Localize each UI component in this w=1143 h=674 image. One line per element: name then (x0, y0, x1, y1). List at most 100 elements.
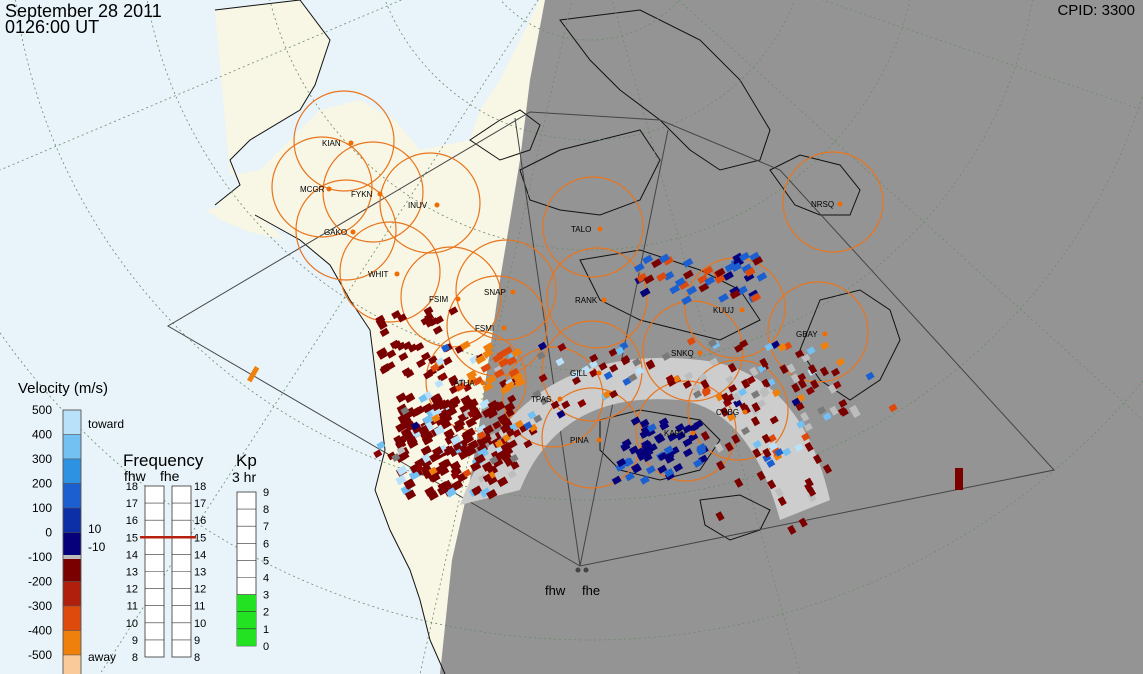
away-label: away (88, 650, 116, 664)
kp-tick: 9 (263, 487, 269, 499)
kp-fill (237, 594, 256, 646)
station-labels: KIAN MCGR FYKN INUV GAKO WHIT FSIM SNAP FSMI RANK… (300, 139, 843, 445)
station-dot-snap (510, 289, 516, 295)
frequency-bars: 18 18 17 17 16 16 15 15 14 14 13 13 12 12 11 11 10 10 9 9 8 8 (126, 481, 207, 664)
station-label-tpas: TPAS (531, 395, 551, 404)
station-dot-rank (601, 297, 607, 303)
frequency-tick-right: 10 (194, 618, 206, 630)
frequency-tick-left: 13 (126, 567, 138, 579)
frequency-tick-left: 8 (132, 652, 138, 664)
velocity-tick: 400 (32, 428, 52, 442)
frequency-tick-left: 9 (132, 635, 138, 647)
station-label-whit: WHIT (368, 270, 389, 279)
frequency-tick-left: 11 (127, 601, 138, 613)
velocity-tick: -500 (28, 648, 52, 662)
station-dot-kapu (690, 430, 696, 436)
station-label-inuv: INUV (408, 201, 428, 210)
frequency-radar-fhw: fhw (124, 468, 147, 484)
kp-tick: 4 (263, 573, 269, 585)
kp-tick: 6 (263, 538, 269, 550)
frequency-title: Frequency (123, 451, 204, 470)
station-dot-inuv (434, 202, 440, 208)
frequency-tick-right: 15 (194, 532, 206, 544)
kp-panel: Kp 3 hr 9 8 7 6 5 4 3 2 1 0 (232, 451, 269, 653)
velocity-tick: -100 (28, 550, 52, 564)
station-circle-snkq (642, 300, 744, 402)
station-label-nrsq: NRSQ (811, 200, 834, 209)
station-label-snkq: SNKQ (671, 349, 694, 358)
station-label-mcgr: MCGR (300, 185, 325, 194)
station-label-fsmi: FSMI (475, 324, 494, 333)
frequency-tick-left: 15 (126, 532, 138, 544)
station-dot-whit (394, 271, 400, 277)
velocity-swatch (62, 532, 82, 558)
velocity-tick: 300 (32, 452, 52, 466)
station-circle-snap (455, 239, 557, 341)
frequency-tick-right: 9 (194, 635, 200, 647)
threshold-negative: -10 (88, 540, 106, 554)
station-circle-fykn (322, 141, 424, 243)
station-label-rank: RANK (575, 296, 598, 305)
station-label-gbay: GBAY (796, 330, 818, 339)
station-circle-rank (546, 247, 648, 349)
velocity-swatch (62, 605, 82, 631)
station-circle-talo (542, 176, 644, 278)
velocity-tick: 200 (32, 477, 52, 491)
radar-field-of-view (167, 111, 1055, 567)
frequency-tick-right: 14 (194, 549, 206, 561)
station-circle-chbg (687, 359, 789, 461)
velocity-swatch (62, 409, 82, 435)
station-circle-inuv (379, 152, 481, 254)
station-dot-nrsq (837, 201, 843, 207)
station-label-kian: KIAN (322, 139, 341, 148)
velocity-color-bar (62, 409, 82, 674)
station-circle-gbay (767, 281, 869, 383)
velocity-tick: 0 (45, 526, 52, 540)
station-dot-fsim (455, 296, 461, 302)
velocity-swatch (62, 507, 82, 533)
land-aleutians (205, 205, 285, 240)
velocity-tick: 500 (32, 403, 52, 417)
kp-tick: 8 (263, 504, 269, 516)
frequency-tick-right: 11 (194, 601, 205, 613)
station-dot-fykn (377, 191, 383, 197)
velocity-swatch (62, 483, 82, 509)
nightside-shading (440, 0, 1143, 674)
frequency-tick-left: 12 (126, 584, 138, 596)
station-circle-pina (541, 387, 643, 489)
velocity-tick: -400 (28, 624, 52, 638)
toward-label: toward (88, 417, 124, 431)
velocity-tick: 100 (32, 501, 52, 515)
station-label-atha: ATHA (454, 379, 475, 388)
station-label-chbg: CHBG (716, 408, 739, 417)
station-label-pina: PINA (570, 436, 589, 445)
frequency-tick-left: 17 (126, 498, 138, 510)
velocity-legend: Velocity (m/s) 500 400 300 200 100 0 -100 -200 -… (18, 380, 124, 674)
velocity-swatch (62, 434, 82, 460)
station-circle-nrsq (782, 151, 884, 253)
station-dot-kuuj (739, 307, 745, 313)
station-label-snap: SNAP (484, 288, 506, 297)
station-label-kapu: KAPU (664, 429, 686, 438)
station-circle-whit (339, 221, 441, 323)
date-label: September 28 2011 (5, 1, 162, 21)
station-dot-gbay (822, 331, 828, 337)
radar-sites: fhw fhe (545, 567, 600, 598)
station-dot-kian (348, 140, 354, 146)
station-circle-kian (293, 90, 395, 192)
velocity-swatch (62, 556, 82, 582)
time-label: 0126:00 UT (5, 17, 100, 37)
velocity-swatch (62, 654, 82, 674)
kp-bar: 9 8 7 6 5 4 3 2 1 0 (236, 487, 269, 653)
station-label-fsim: FSIM (429, 295, 448, 304)
velocity-swatch (62, 581, 82, 607)
velocity-tick: -300 (28, 599, 52, 613)
station-circle-atha (425, 330, 527, 432)
station-label-gako: GAKO (324, 228, 347, 237)
station-dot-chbg (742, 409, 748, 415)
frequency-tick-right: 18 (194, 481, 206, 493)
kp-tick: 5 (263, 555, 269, 567)
station-dot-tpas (557, 396, 563, 402)
station-dot-snkq (697, 350, 703, 356)
